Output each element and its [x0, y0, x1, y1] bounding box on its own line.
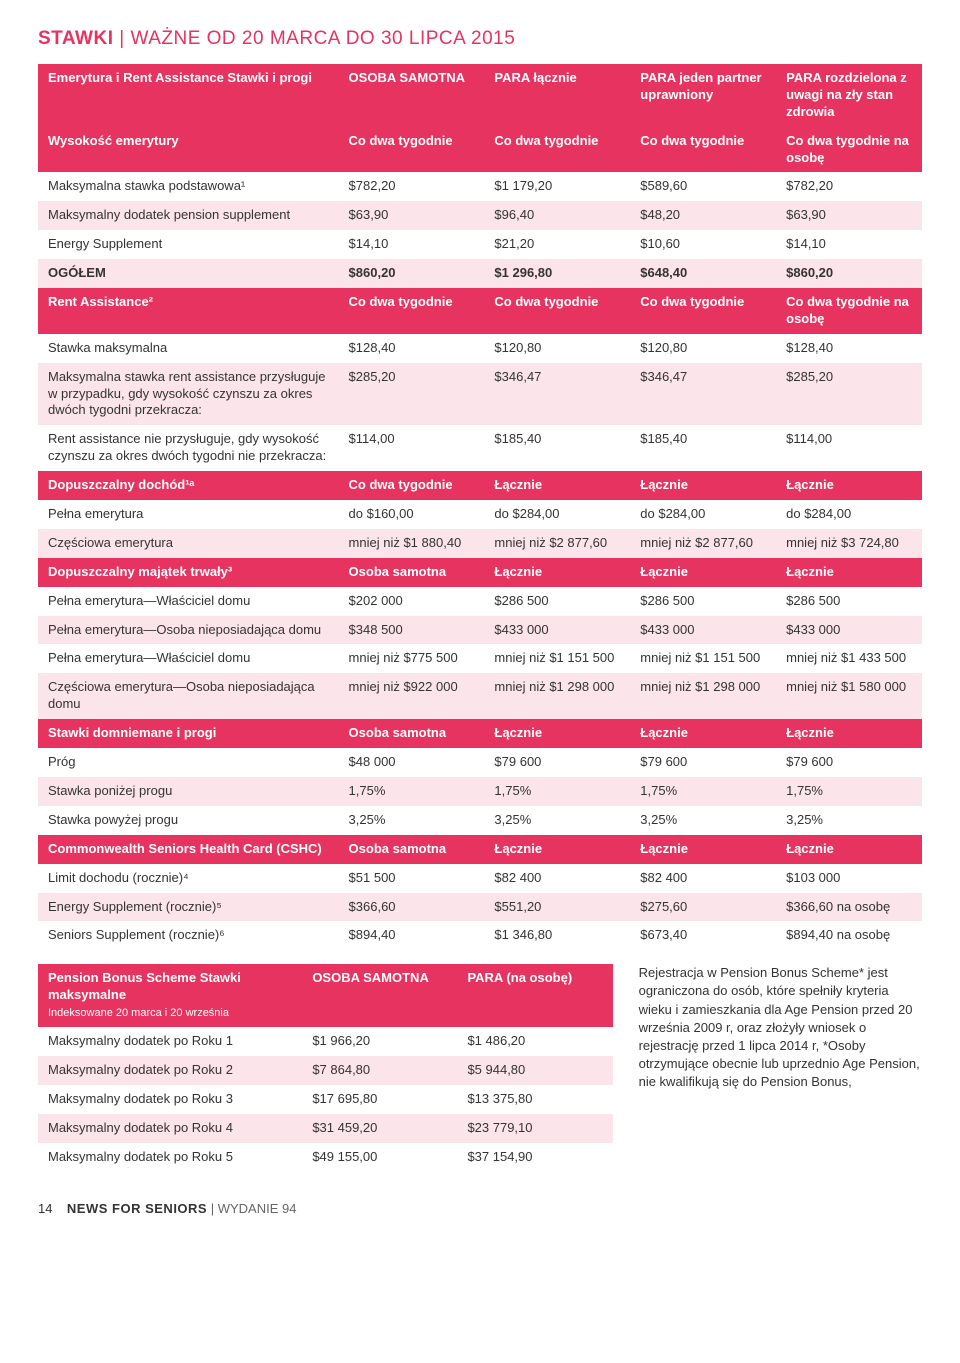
footer-title: NEWS FOR SENIORS: [67, 1201, 207, 1216]
footer-edition: | WYDANIE 94: [207, 1201, 296, 1216]
table-row: OGÓŁEM$860,20$1 296,80$648,40$860,20: [38, 259, 922, 288]
title-prefix: STAWKI: [38, 28, 113, 49]
hdr-cell: PARA (na osobę): [457, 964, 612, 1027]
table-row: Pełna emeryturado $160,00do $284,00do $2…: [38, 500, 922, 529]
table-row: Stawka powyżej progu3,25%3,25%3,25%3,25%: [38, 806, 922, 835]
table-row: Energy Supplement (rocznie)⁵$366,60$551,…: [38, 893, 922, 922]
table-header-row: Pension Bonus Scheme Stawki maksymalne I…: [38, 964, 613, 1027]
table-row: Maksymalny dodatek pension supplement$63…: [38, 201, 922, 230]
hdr-cell: OSOBA SAMOTNA: [339, 64, 485, 127]
table-row: Maksymalny dodatek po Roku 2$7 864,80$5 …: [38, 1056, 613, 1085]
table-row: Maksymalna stawka podstawowa¹$782,20$1 1…: [38, 172, 922, 201]
table-row: Pełna emerytura—Właściciel domumniej niż…: [38, 644, 922, 673]
table-row: Energy Supplement$14,10$21,20$10,60$14,1…: [38, 230, 922, 259]
table-row: Commonwealth Seniors Health Card (CSHC)O…: [38, 835, 922, 864]
table-row: Częściowa emerytura—Osoba nieposiadająca…: [38, 673, 922, 719]
table-row: Pełna emerytura—Właściciel domu$202 000$…: [38, 587, 922, 616]
bonus-table: Pension Bonus Scheme Stawki maksymalne I…: [38, 964, 613, 1171]
table-row: Limit dochodu (rocznie)⁴$51 500$82 400$8…: [38, 864, 922, 893]
table-row: Rent assistance nie przysługuje, gdy wys…: [38, 425, 922, 471]
table-row: Pełna emerytura—Osoba nieposiadająca dom…: [38, 616, 922, 645]
rates-table: Emerytura i Rent Assistance Stawki i pro…: [38, 64, 922, 950]
hdr-cell: PARA łącznie: [484, 64, 630, 127]
page-number: 14: [38, 1201, 52, 1216]
hdr-cell: PARA rozdzielona z uwagi na zły stan zdr…: [776, 64, 922, 127]
title-rest: | WAŻNE OD 20 MARCA DO 30 LIPCA 2015: [113, 28, 515, 49]
table-row: Maksymalna stawka rent assistance przysł…: [38, 363, 922, 426]
table-row: Dopuszczalny majątek trwały³Osoba samotn…: [38, 558, 922, 587]
table-row: Maksymalny dodatek po Roku 5$49 155,00$3…: [38, 1143, 613, 1172]
hdr-cell: Emerytura i Rent Assistance Stawki i pro…: [38, 64, 339, 127]
table-row: Rent Assistance²Co dwa tygodnieCo dwa ty…: [38, 288, 922, 334]
page-title: STAWKI | WAŻNE OD 20 MARCA DO 30 LIPCA 2…: [38, 28, 922, 50]
hdr-cell: PARA jeden partner uprawniony: [630, 64, 776, 127]
table-row: Maksymalny dodatek po Roku 3$17 695,80$1…: [38, 1085, 613, 1114]
page-footer: 14 NEWS FOR SENIORS | WYDANIE 94: [38, 1201, 922, 1216]
table-row: Stawki domniemane i progiOsoba samotnaŁą…: [38, 719, 922, 748]
table-row: Wysokość emeryturyCo dwa tygodnieCo dwa …: [38, 127, 922, 173]
side-note: Rejestracja w Pension Bonus Scheme* jest…: [627, 964, 922, 1091]
table-header-row: Emerytura i Rent Assistance Stawki i pro…: [38, 64, 922, 127]
table-row: Stawka poniżej progu1,75%1,75%1,75%1,75%: [38, 777, 922, 806]
hdr-cell: Pension Bonus Scheme Stawki maksymalne I…: [38, 964, 302, 1027]
table-row: Maksymalny dodatek po Roku 1$1 966,20$1 …: [38, 1027, 613, 1056]
table-row: Próg$48 000$79 600$79 600$79 600: [38, 748, 922, 777]
table-row: Seniors Supplement (rocznie)⁶$894,40$1 3…: [38, 921, 922, 950]
table-row: Maksymalny dodatek po Roku 4$31 459,20$2…: [38, 1114, 613, 1143]
table-row: Dopuszczalny dochód¹ᵃCo dwa tygodnieŁącz…: [38, 471, 922, 500]
table-row: Stawka maksymalna$128,40$120,80$120,80$1…: [38, 334, 922, 363]
table-row: Częściowa emeryturamniej niż $1 880,40mn…: [38, 529, 922, 558]
hdr-cell: OSOBA SAMOTNA: [302, 964, 457, 1027]
